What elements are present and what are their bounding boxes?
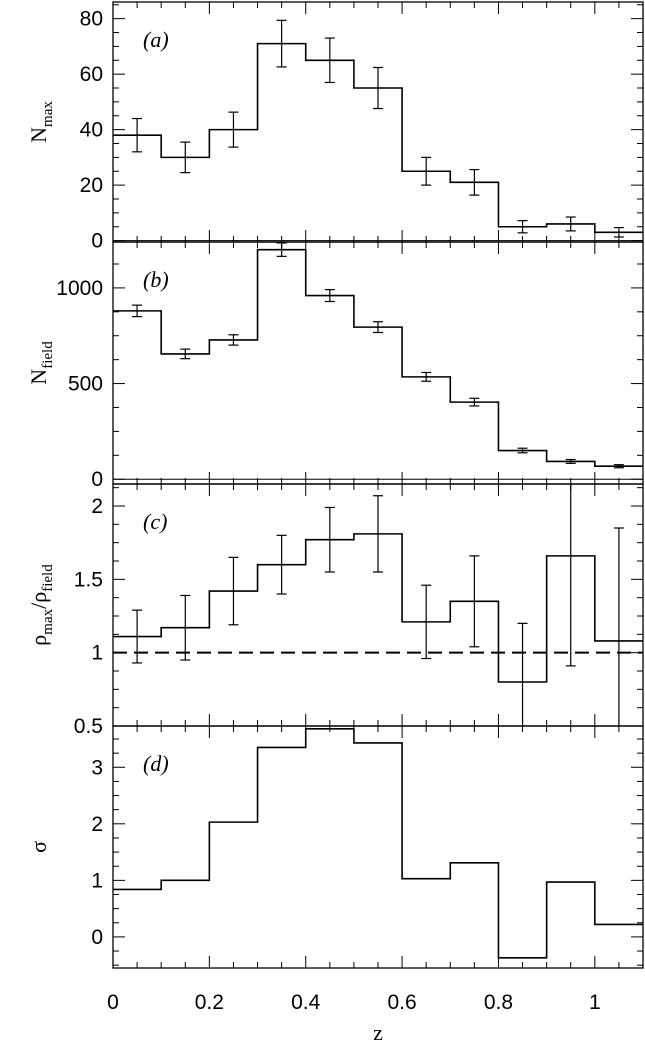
panel-a-ylabel-sub: max [40, 101, 56, 127]
panel-c-ytick-label: 0.5 [74, 715, 103, 738]
panel-b-frame [112, 241, 644, 485]
panel-b-ylabel-sub: field [40, 341, 56, 369]
panel-d-ytick-label: 3 [91, 756, 103, 779]
panel-a-ytick-label: 80 [80, 8, 103, 31]
xtick-label: 0.4 [291, 991, 321, 1014]
panel-a-ytick-label: 0 [91, 230, 103, 253]
panel-d-ytick-label: 0 [91, 926, 103, 949]
panel-b-ylabel-main: N [26, 369, 51, 385]
panel-d-ytick-label: 2 [91, 813, 103, 836]
panel-c-ytick-label: 2 [91, 495, 103, 518]
panel-d-label: (d) [143, 751, 169, 776]
panel-b-ytick-label: 0 [91, 468, 103, 491]
panel-a-ylabel-main: N [26, 127, 51, 143]
panel-a-ytick-label: 40 [80, 119, 103, 142]
panel-c-ytick-label: 1 [91, 642, 103, 665]
x-axis-label: z [373, 1020, 383, 1045]
panel-c-ylabel-part: field [40, 564, 56, 592]
panel-c-ylabel-part: max [40, 608, 56, 634]
xtick-label: 0 [107, 991, 119, 1014]
panel-c-label: (c) [143, 509, 167, 534]
panel-b-label: (b) [143, 267, 169, 292]
xtick-label: 0.8 [484, 991, 513, 1014]
panel-b-ytick-label: 500 [68, 373, 103, 396]
panel-c-ylabel: ρmax/ρfield [26, 564, 56, 646]
panel-a-ylabel: Nmax [26, 101, 56, 143]
panel-c-ytick-label: 1.5 [74, 568, 103, 591]
panel-c-ylabel-part: /ρ [26, 592, 51, 609]
panel-a-frame [112, 1, 644, 243]
xtick-label: 0.6 [387, 991, 416, 1014]
panel-b-ytick-label: 1000 [56, 277, 103, 300]
panel-a-label: (a) [143, 27, 169, 52]
panel-d-frame [112, 725, 644, 969]
panel-a-ytick-label: 60 [80, 63, 103, 86]
panel-d-ylabel: σ [26, 841, 51, 853]
xtick-label: 1 [589, 991, 601, 1014]
xtick-label: 0.2 [195, 991, 224, 1014]
panel-d-histogram [113, 728, 643, 959]
panel-d-ytick-label: 1 [91, 869, 103, 892]
panel-b-ylabel: Nfield [26, 341, 56, 385]
panel-c-ylabel-part: ρ [26, 635, 51, 646]
panel-a-ytick-label: 20 [80, 174, 103, 197]
panel-b-histogram [113, 248, 643, 468]
